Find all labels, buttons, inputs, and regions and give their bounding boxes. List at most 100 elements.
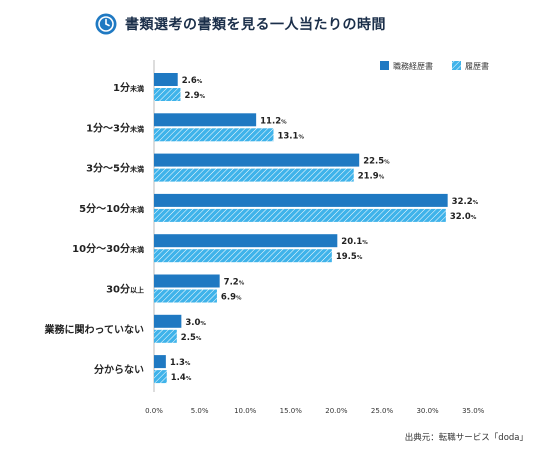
bar-series-1 — [154, 234, 338, 248]
data-label-unit: % — [186, 376, 192, 382]
category-label: 1分未満 — [113, 81, 144, 94]
bar-series-1 — [154, 314, 182, 328]
x-tick-label: 25.0% — [371, 407, 394, 415]
bar-series-2 — [154, 168, 354, 182]
data-label: 32.0% — [450, 212, 477, 222]
data-label: 22.5% — [363, 157, 390, 167]
category-label-main: 分からない — [94, 363, 144, 376]
data-label: 1.3% — [170, 358, 191, 368]
data-label: 20.1% — [341, 237, 368, 247]
bar-series-1 — [154, 193, 448, 207]
data-label-value: 6.9 — [221, 293, 236, 303]
data-label: 2.5% — [181, 333, 202, 343]
data-label: 32.2% — [452, 197, 479, 207]
data-label-unit: % — [471, 215, 477, 221]
category-label-main: 業務に関わっていない — [44, 323, 145, 336]
bar-series-2 — [154, 370, 167, 384]
bar-series-1 — [154, 113, 257, 127]
legend-label-2: 履歴書 — [465, 61, 489, 71]
data-label-unit: % — [236, 296, 242, 302]
category-label-suffix: 未満 — [130, 84, 144, 93]
bar-series-1 — [154, 153, 360, 167]
category-label-main: 1分 — [113, 81, 130, 94]
x-tick-label: 30.0% — [416, 407, 439, 415]
data-label: 2.9% — [184, 91, 205, 101]
category-label: 30分以上 — [106, 283, 144, 296]
data-label-value: 19.5 — [336, 252, 357, 262]
data-label: 1.4% — [171, 373, 192, 383]
data-label: 19.5% — [336, 252, 363, 262]
category-label-main: 30分 — [106, 283, 130, 296]
category-label: 1分〜3分未満 — [86, 121, 144, 134]
bar-series-2 — [154, 208, 446, 222]
data-label-value: 22.5 — [363, 157, 384, 167]
category-label: 3分〜5分未満 — [86, 162, 144, 175]
data-label: 21.9% — [358, 172, 385, 182]
data-label-unit: % — [239, 281, 245, 287]
data-label-value: 2.5 — [181, 333, 196, 343]
category-label-main: 3分〜5分 — [86, 162, 130, 175]
x-tick-label: 15.0% — [280, 407, 303, 415]
x-tick-label: 10.0% — [234, 407, 257, 415]
legend-label-1: 職務経歴書 — [393, 61, 433, 71]
x-tick-label: 35.0% — [462, 407, 485, 415]
data-label-unit: % — [281, 119, 287, 125]
bar-series-2 — [154, 128, 274, 142]
data-label: 7.2% — [224, 278, 245, 288]
data-label-value: 7.2 — [224, 278, 239, 288]
data-label-unit: % — [200, 321, 206, 327]
category-label-suffix: 以上 — [130, 286, 144, 295]
source-note: 出典元：転職サービス「doda」 — [404, 433, 528, 443]
bar-series-2 — [154, 329, 177, 343]
bar-series-1 — [154, 73, 178, 86]
x-tick-label: 0.0% — [145, 407, 163, 415]
data-label-unit: % — [200, 94, 206, 100]
bar-series-1 — [154, 274, 220, 288]
category-label-main: 5分〜10分 — [79, 202, 130, 215]
category-label: 10分〜30分未満 — [72, 242, 144, 255]
data-label-value: 32.0 — [450, 212, 471, 222]
chart-title-row: 書類選考の書類を見る一人当たりの時間 — [95, 12, 386, 36]
clock-icon — [95, 13, 117, 35]
data-label-unit: % — [298, 134, 304, 140]
category-label-suffix: 未満 — [130, 165, 144, 174]
data-label-value: 11.2 — [260, 116, 281, 126]
bar-series-1 — [154, 355, 166, 369]
legend: 職務経歴書 履歴書 — [380, 61, 489, 71]
data-label-value: 32.2 — [452, 197, 473, 207]
data-label: 11.2% — [260, 116, 287, 126]
data-label-unit: % — [185, 361, 191, 367]
data-label-unit: % — [362, 240, 368, 246]
chart-title: 書類選考の書類を見る一人当たりの時間 — [125, 17, 386, 33]
data-label: 6.9% — [221, 293, 242, 303]
x-tick-label: 20.0% — [325, 407, 348, 415]
category-label: 5分〜10分未満 — [79, 202, 144, 215]
category-label-suffix: 未満 — [130, 205, 144, 214]
data-label-unit: % — [384, 160, 390, 166]
data-label-value: 1.3 — [170, 358, 185, 368]
data-label-value: 2.9 — [184, 91, 199, 101]
bar-series-2 — [154, 249, 332, 263]
data-label-value: 1.4 — [171, 373, 186, 383]
category-label: 業務に関わっていない — [44, 323, 145, 336]
data-label-value: 21.9 — [358, 172, 379, 182]
data-label-unit: % — [357, 255, 363, 261]
category-label: 分からない — [94, 363, 144, 376]
legend-swatch-1 — [380, 61, 389, 70]
data-label-value: 13.1 — [277, 131, 298, 141]
data-label: 13.1% — [277, 131, 304, 141]
bar-series-2 — [154, 289, 217, 303]
data-label-unit: % — [379, 175, 385, 181]
data-label: 3.0% — [185, 318, 206, 328]
category-label-suffix: 未満 — [130, 245, 144, 254]
data-label-unit: % — [196, 336, 202, 342]
legend-swatch-2 — [452, 61, 461, 70]
category-label-suffix: 未満 — [130, 124, 144, 133]
bar-series-2 — [154, 88, 181, 101]
data-label-unit: % — [473, 200, 479, 206]
category-label-main: 1分〜3分 — [86, 121, 130, 134]
data-label-value: 2.6 — [182, 76, 197, 86]
data-label-unit: % — [197, 79, 203, 85]
